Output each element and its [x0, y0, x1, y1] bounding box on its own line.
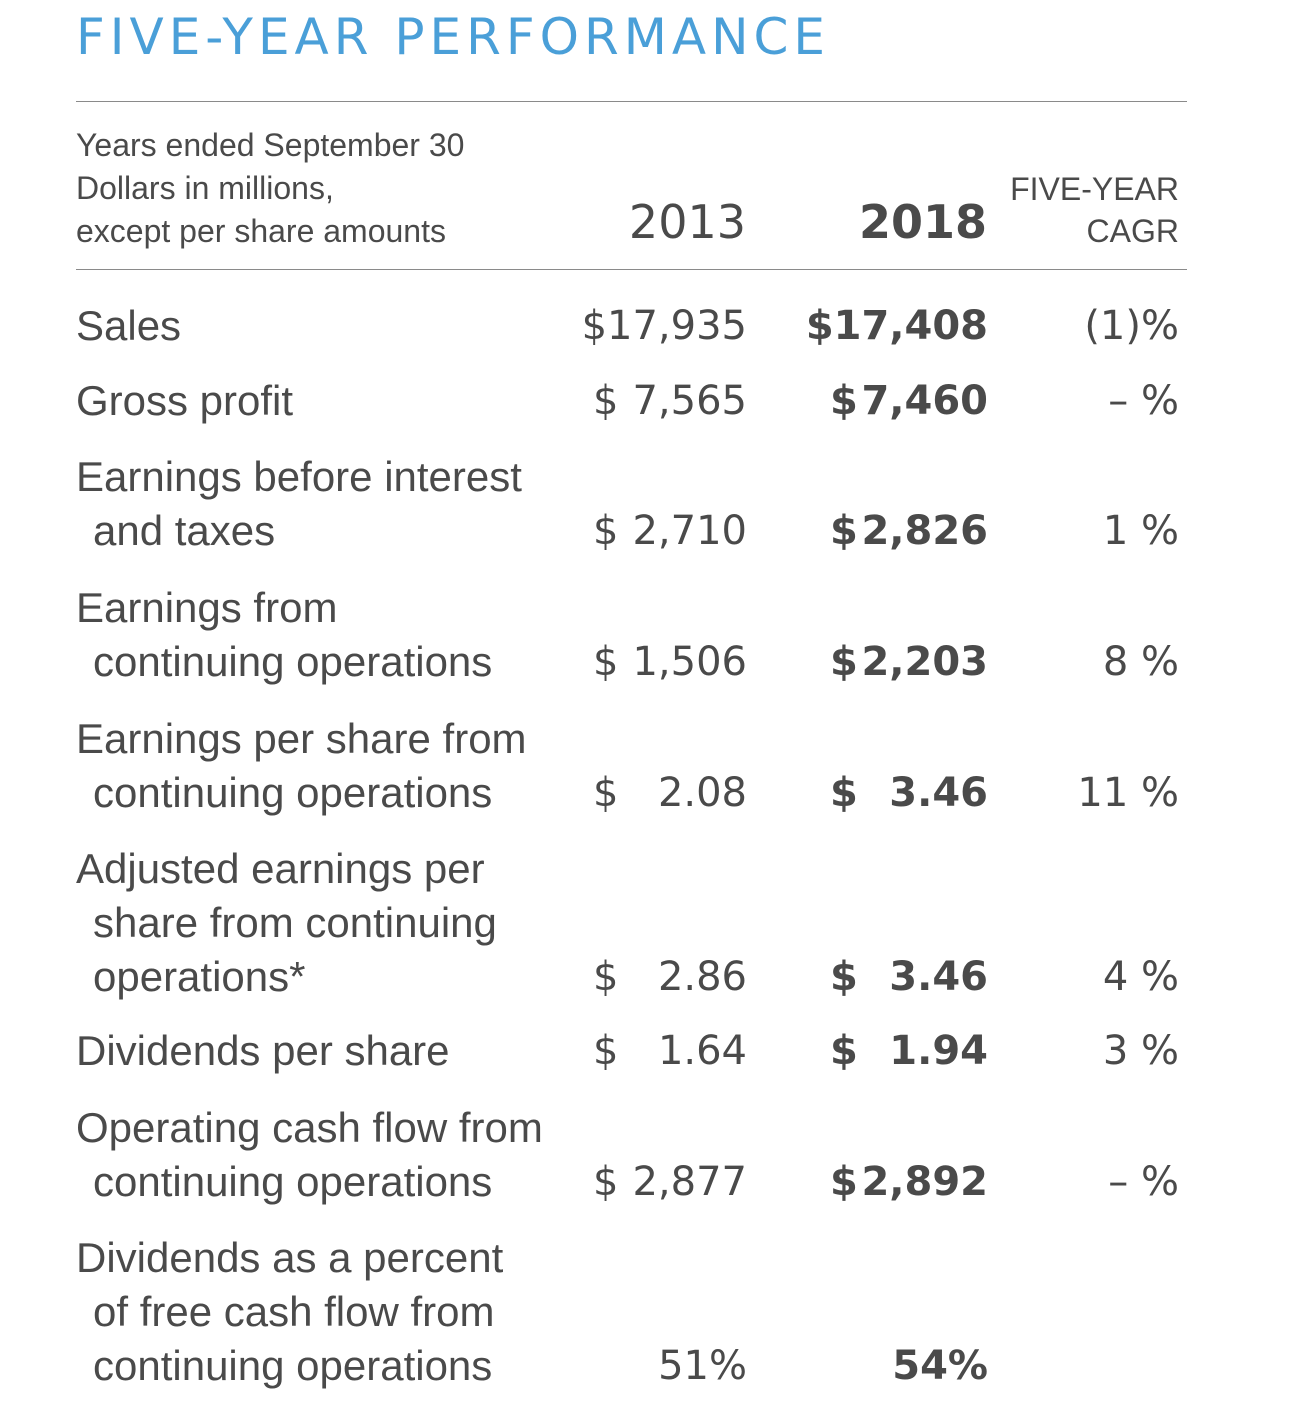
row-label: Operating cash flow from continuing oper… [76, 1101, 543, 1209]
value-2013: 2.08 [657, 770, 747, 816]
cagr-header-line: FIVE-YEAR [1010, 171, 1179, 207]
value-cagr: 4 % [1102, 954, 1179, 1000]
value-2018: 3.46 [889, 954, 988, 1000]
value-cagr: 11 % [1077, 770, 1179, 816]
column-header-2013: 2013 [628, 195, 746, 249]
value-2018: 2,892 [861, 1159, 988, 1205]
header-note-line: except per share amounts [76, 213, 446, 249]
currency-2018: $ [830, 378, 858, 424]
column-header-2018: 2018 [858, 195, 987, 249]
row-label-line: Earnings per share from [76, 715, 527, 762]
value-2013: 2,710 [632, 508, 747, 554]
value-2018: 3.46 [889, 770, 988, 816]
row-label-line: Earnings from [76, 584, 338, 631]
row-label-line: continuing operations [93, 769, 493, 816]
currency-2013: $ [593, 1159, 619, 1205]
value-2013: 2,877 [632, 1159, 747, 1205]
value-2013: $17,935 [581, 303, 747, 349]
top-divider [76, 101, 1187, 102]
currency-2018: $ [830, 1028, 858, 1074]
row-label-line: Earnings before interest [76, 453, 522, 500]
value-cagr: 1 % [1102, 508, 1179, 554]
header-divider [76, 269, 1187, 270]
row-label: Earnings before interest and taxes [76, 450, 522, 558]
row-label-line: operations* [93, 953, 306, 1000]
row-label-line: continuing operations [93, 1342, 493, 1389]
currency-2018: $ [830, 1159, 858, 1205]
value-cagr: 3 % [1102, 1028, 1179, 1074]
row-label-line: continuing operations [93, 638, 493, 685]
value-2018: 54% [892, 1343, 988, 1389]
row-label-line: of free cash flow from [93, 1288, 495, 1335]
header-note: Years ended September 30 Dollars in mill… [76, 124, 464, 253]
currency-2018: $ [830, 770, 858, 816]
value-cagr: (1)% [1084, 303, 1179, 349]
currency-2013: $ [593, 639, 619, 685]
page-title: FIVE-YEAR PERFORMANCE [76, 8, 830, 66]
value-2013: 1,506 [632, 639, 747, 685]
row-label: Dividends as a percent of free cash flow… [76, 1231, 503, 1393]
row-label: Dividends per share [76, 1024, 450, 1078]
value-cagr: – % [1108, 1159, 1179, 1205]
currency-2013: $ [593, 378, 619, 424]
currency-2018: $ [830, 508, 858, 554]
currency-2013: $ [593, 954, 619, 1000]
row-label-line: Dividends per share [76, 1027, 450, 1074]
currency-2013: $ [593, 770, 619, 816]
row-label-line: Operating cash flow from [76, 1104, 543, 1151]
value-2013: 51% [658, 1343, 747, 1389]
row-label-line: continuing operations [93, 1158, 493, 1205]
header-note-line: Dollars in millions, [76, 170, 334, 206]
row-label-line: Sales [76, 302, 182, 349]
value-cagr: – % [1108, 378, 1179, 424]
cagr-header-line: CAGR [1086, 213, 1179, 249]
value-2018: $17,408 [805, 303, 988, 349]
row-label-line: and taxes [93, 507, 276, 554]
row-label-line: Gross profit [76, 377, 294, 424]
row-label: Adjusted earnings per share from continu… [76, 842, 497, 1004]
row-label-line: Adjusted earnings per [76, 845, 485, 892]
value-2013: 1.64 [657, 1028, 747, 1074]
currency-2018: $ [830, 639, 858, 685]
value-cagr: 8 % [1102, 639, 1179, 685]
row-label-line: share from continuing [93, 899, 497, 946]
column-header-cagr: FIVE-YEAR CAGR [1010, 168, 1179, 252]
value-2018: 2,826 [861, 508, 988, 554]
value-2013: 2.86 [657, 954, 747, 1000]
currency-2018: $ [830, 954, 858, 1000]
header-note-line: Years ended September 30 [76, 127, 465, 163]
value-2018: 2,203 [861, 639, 988, 685]
value-2013: 7,565 [632, 378, 747, 424]
currency-2013: $ [593, 508, 619, 554]
value-2018: 7,460 [861, 378, 988, 424]
row-label: Earnings from continuing operations [76, 581, 492, 689]
row-label: Earnings per share from continuing opera… [76, 712, 527, 820]
value-2018: 1.94 [889, 1028, 988, 1074]
row-label: Gross profit [76, 374, 293, 428]
currency-2013: $ [593, 1028, 619, 1074]
row-label: Sales [76, 299, 181, 353]
row-label-line: Dividends as a percent [76, 1234, 504, 1281]
